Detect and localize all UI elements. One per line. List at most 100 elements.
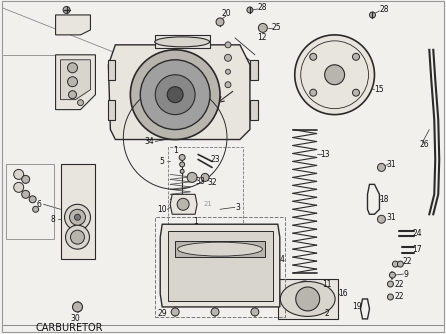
Circle shape xyxy=(140,60,210,130)
Text: 23: 23 xyxy=(210,155,220,164)
Circle shape xyxy=(310,89,317,96)
Circle shape xyxy=(67,63,78,73)
Text: 31: 31 xyxy=(387,213,396,222)
Circle shape xyxy=(177,198,189,210)
Circle shape xyxy=(211,308,219,316)
Circle shape xyxy=(392,261,398,267)
Circle shape xyxy=(226,69,231,74)
Circle shape xyxy=(369,12,376,18)
Circle shape xyxy=(302,306,308,312)
Text: 8: 8 xyxy=(50,215,55,224)
Circle shape xyxy=(67,77,78,87)
Circle shape xyxy=(377,215,385,223)
Circle shape xyxy=(310,53,317,60)
Circle shape xyxy=(22,190,30,198)
Text: CARBURETOR: CARBURETOR xyxy=(36,323,103,333)
Text: 2: 2 xyxy=(324,309,329,318)
Polygon shape xyxy=(155,35,210,48)
Text: 4: 4 xyxy=(279,255,284,264)
Circle shape xyxy=(155,75,195,115)
Text: 20: 20 xyxy=(221,9,231,18)
Polygon shape xyxy=(250,60,258,80)
Bar xyxy=(168,148,243,227)
Text: 28: 28 xyxy=(257,3,267,12)
Ellipse shape xyxy=(155,37,210,47)
Text: 12: 12 xyxy=(257,33,267,42)
Text: 16: 16 xyxy=(338,290,347,299)
Text: 5: 5 xyxy=(160,157,165,166)
Circle shape xyxy=(29,196,36,203)
Text: 25: 25 xyxy=(271,23,281,32)
Text: 3: 3 xyxy=(235,203,240,212)
Circle shape xyxy=(66,225,90,249)
Text: 28: 28 xyxy=(380,5,389,14)
Text: 22: 22 xyxy=(395,280,404,289)
Circle shape xyxy=(225,82,231,88)
Circle shape xyxy=(14,182,24,192)
Circle shape xyxy=(14,169,24,179)
Text: 9: 9 xyxy=(404,270,409,279)
Polygon shape xyxy=(56,15,91,35)
Bar xyxy=(61,164,95,259)
Circle shape xyxy=(295,35,375,115)
Circle shape xyxy=(63,6,70,13)
Circle shape xyxy=(397,261,403,267)
Circle shape xyxy=(130,50,220,140)
Text: 1: 1 xyxy=(193,217,198,226)
Circle shape xyxy=(258,23,267,32)
Circle shape xyxy=(70,209,86,225)
Text: 11: 11 xyxy=(322,280,331,289)
Circle shape xyxy=(179,154,185,160)
Circle shape xyxy=(225,42,231,48)
Polygon shape xyxy=(170,194,197,214)
Polygon shape xyxy=(61,60,91,100)
Circle shape xyxy=(180,169,184,173)
Polygon shape xyxy=(108,100,116,120)
Circle shape xyxy=(167,87,183,103)
Circle shape xyxy=(325,65,345,85)
Circle shape xyxy=(224,54,231,61)
Text: 22: 22 xyxy=(403,257,412,266)
Text: 34: 34 xyxy=(145,137,154,146)
Text: 17: 17 xyxy=(413,244,422,254)
Polygon shape xyxy=(278,279,338,319)
Text: 18: 18 xyxy=(380,195,389,204)
Text: 31: 31 xyxy=(387,160,396,169)
Circle shape xyxy=(298,281,312,295)
Text: 24: 24 xyxy=(413,229,422,238)
Circle shape xyxy=(388,294,393,300)
Polygon shape xyxy=(290,281,320,297)
Circle shape xyxy=(22,175,30,183)
Text: 22: 22 xyxy=(395,293,404,302)
Circle shape xyxy=(247,7,253,13)
Polygon shape xyxy=(175,241,265,257)
Circle shape xyxy=(388,281,393,287)
Circle shape xyxy=(69,91,77,99)
Text: 10: 10 xyxy=(157,205,167,214)
Text: 6: 6 xyxy=(36,200,41,209)
Circle shape xyxy=(251,308,259,316)
Ellipse shape xyxy=(178,242,262,256)
Bar xyxy=(6,164,54,239)
Circle shape xyxy=(201,173,209,181)
Polygon shape xyxy=(56,55,95,110)
Text: 1: 1 xyxy=(173,146,178,155)
Polygon shape xyxy=(108,60,116,80)
Text: 33: 33 xyxy=(195,177,205,186)
Circle shape xyxy=(33,206,39,212)
Circle shape xyxy=(187,172,197,182)
Polygon shape xyxy=(160,224,280,307)
Text: 13: 13 xyxy=(320,150,330,159)
Circle shape xyxy=(352,89,359,96)
Circle shape xyxy=(377,163,385,171)
Circle shape xyxy=(73,302,83,312)
Circle shape xyxy=(70,230,84,244)
Text: 30: 30 xyxy=(70,314,80,323)
Circle shape xyxy=(78,100,83,106)
Circle shape xyxy=(74,214,80,220)
Circle shape xyxy=(389,272,396,278)
Polygon shape xyxy=(250,100,258,120)
Circle shape xyxy=(171,308,179,316)
Text: 32: 32 xyxy=(207,178,217,187)
Text: 19: 19 xyxy=(352,303,361,311)
